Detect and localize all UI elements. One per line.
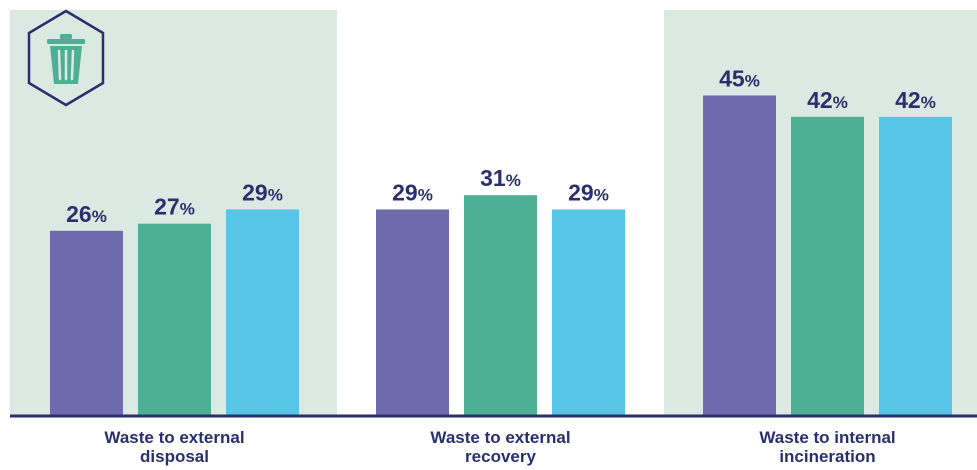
- bar: [703, 95, 776, 416]
- category-labels: Waste to external disposal Waste to extern…: [104, 428, 895, 466]
- bar-value-label: 42%: [895, 87, 936, 113]
- category-label: Waste to external recovery: [430, 428, 570, 466]
- bars: [50, 95, 952, 416]
- bar-value-label: 26%: [66, 201, 107, 227]
- bar-value-label: 27%: [154, 194, 195, 220]
- value-labels: 26% 27% 29% 29% 31% 29% 45% 42% 42%: [66, 65, 936, 226]
- bar-value-label: 45%: [719, 65, 760, 91]
- bar: [50, 230, 123, 416]
- bar: [376, 209, 449, 416]
- category-label: Waste to external disposal: [104, 428, 244, 466]
- bar: [552, 209, 625, 416]
- bar-value-label: 31%: [480, 165, 521, 191]
- trash-bin-icon: [27, 9, 105, 107]
- bar: [791, 116, 864, 416]
- category-label: Waste to internal incineration: [759, 428, 895, 466]
- bar: [138, 223, 211, 416]
- bar-value-label: 29%: [242, 179, 283, 205]
- bar: [226, 209, 299, 416]
- bar-value-label: 29%: [392, 179, 433, 205]
- bar-value-label: 42%: [807, 87, 848, 113]
- bar: [879, 116, 952, 416]
- bar-value-label: 29%: [568, 179, 609, 205]
- bar: [464, 195, 537, 416]
